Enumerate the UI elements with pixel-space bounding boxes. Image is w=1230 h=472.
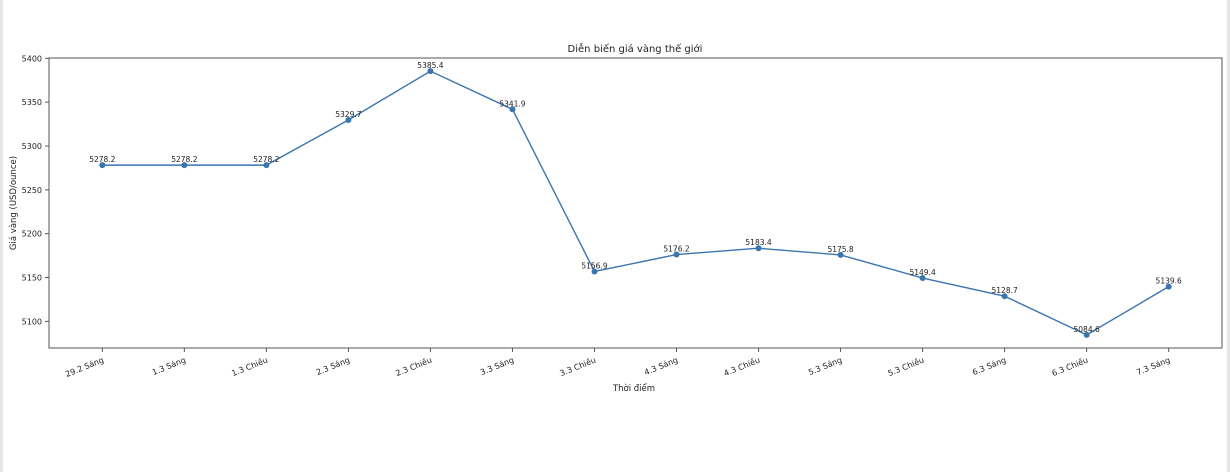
y-tick-label: 5250 xyxy=(22,186,42,195)
data-label: 5139.6 xyxy=(1156,277,1182,286)
data-label: 5149.4 xyxy=(909,268,935,277)
y-tick-label: 5200 xyxy=(22,230,42,239)
data-label: 5385.4 xyxy=(417,61,443,70)
data-label: 5176.2 xyxy=(663,245,689,254)
y-tick-label: 5100 xyxy=(22,317,42,326)
x-tick-label: 4.3 Chiều xyxy=(722,355,761,379)
data-label: 5278.2 xyxy=(171,155,197,164)
x-tick-label: 5.3 Sáng xyxy=(807,356,843,378)
data-label: 5278.2 xyxy=(253,155,279,164)
data-point xyxy=(263,162,270,169)
x-tick-label: 4.3 Sáng xyxy=(643,356,679,378)
x-tick-label: 3.3 Sáng xyxy=(479,356,515,378)
data-label: 5278.2 xyxy=(89,155,115,164)
y-tick-label: 5350 xyxy=(22,98,42,107)
x-tick-label: 2.3 Chiều xyxy=(394,355,433,379)
x-axis-label: Thời điểm xyxy=(612,383,655,394)
data-point xyxy=(591,268,598,275)
series-line xyxy=(102,70,1170,336)
x-tick-label: 6.3 Sáng xyxy=(971,356,1007,378)
data-point xyxy=(755,245,762,252)
data-point xyxy=(919,275,926,282)
y-tick-label: 5300 xyxy=(22,142,42,151)
data-label: 5175.8 xyxy=(827,245,853,254)
x-tick-label: 3.3 Chiều xyxy=(558,355,597,379)
data-point xyxy=(837,251,844,258)
data-label: 5341.9 xyxy=(499,99,525,108)
y-tick-label: 5150 xyxy=(22,274,42,283)
x-tick-label: 5.3 Chiều xyxy=(886,355,925,379)
plot-frame xyxy=(48,57,1223,349)
x-tick-label: 7.3 Sáng xyxy=(1135,356,1171,378)
data-point xyxy=(181,162,188,169)
x-tick-label: 29.2 Sáng xyxy=(64,356,105,380)
x-tick-label: 6.3 Chiều xyxy=(1050,355,1089,379)
y-axis-label: Giá vàng (USD/ounce) xyxy=(9,156,19,250)
window-edge-right xyxy=(1227,0,1230,472)
data-point xyxy=(99,162,106,169)
data-point xyxy=(427,68,434,75)
data-point xyxy=(1165,283,1172,290)
x-tick-label: 2.3 Sáng xyxy=(315,356,351,378)
x-tick-label: 1.3 Chiều xyxy=(230,355,269,379)
data-point xyxy=(1083,331,1090,338)
data-point xyxy=(673,251,680,258)
data-label: 5128.7 xyxy=(992,286,1018,295)
data-point xyxy=(345,116,352,123)
data-label: 5084.6 xyxy=(1074,325,1100,334)
chart-title: Diễn biến giá vàng thế giới xyxy=(568,42,703,55)
window-edge-left xyxy=(0,0,3,472)
data-label: 5183.4 xyxy=(745,238,771,247)
data-label: 5156.9 xyxy=(581,261,607,270)
y-tick-label: 5400 xyxy=(22,54,42,63)
data-label: 5329.7 xyxy=(335,110,361,119)
x-tick-label: 1.3 Sáng xyxy=(151,356,187,378)
data-point xyxy=(1001,293,1008,300)
data-point xyxy=(509,106,516,113)
